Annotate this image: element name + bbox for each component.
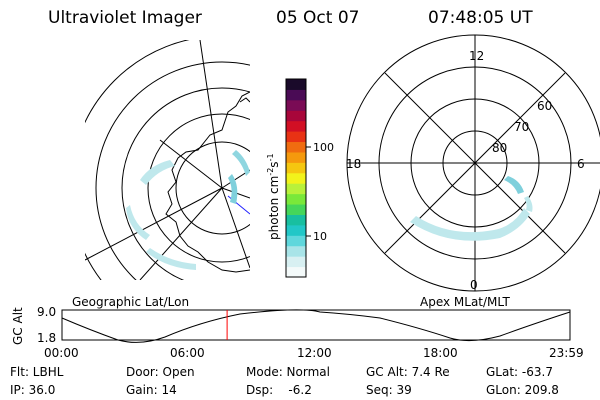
timeline-right-caption: Apex MLat/MLT [420,295,510,309]
colorbar-tick-label: 10 [313,230,327,243]
altitude-timeline: Geographic Lat/Lon Apex MLat/MLT 9.0 1.8… [11,295,584,360]
colorbar-cell [286,266,306,278]
filter-status: Flt: LBHL [10,365,64,379]
x-tick-0000: 00:00 [44,346,79,360]
ip-status: IP: 36.0 [10,383,56,397]
x-tick-0600: 06:00 [170,346,205,360]
colorbar-frame [285,78,307,278]
colorbar-cell [286,131,306,143]
colorbar-cell [286,183,306,195]
lat-circle [147,113,250,263]
colorbar-cell [286,204,306,215]
x-tick-1800: 18:00 [423,346,458,360]
coastline [239,97,250,103]
lat-label-70: 70 [514,120,529,134]
colorbar-cell [286,224,306,236]
gain-status: Gain: 14 [126,383,177,397]
x-tick-1200: 12:00 [297,346,332,360]
colorbar-tick-label: 100 [313,141,334,154]
coastline [165,91,250,273]
colorbar-cell [286,151,306,163]
meridian [85,187,223,261]
colorbar-cell [286,79,306,90]
door-status: Door: Open [126,365,195,379]
colorbar-cell [286,120,306,132]
observation-time: 07:48:05 UT [428,8,533,28]
glon-status: GLon: 209.8 [486,383,559,397]
colorbar-cell [286,245,306,257]
colorbar-cell [286,172,306,184]
y-low-label: 1.8 [37,331,56,345]
colorbar-unit-label: photon cm-2s-1 [266,153,281,240]
seq-status: Seq: 39 [366,383,412,397]
meridian [199,40,223,189]
observation-date: 05 Oct 07 [276,8,360,28]
lat-circle [175,141,250,235]
meridian [139,187,223,280]
mlt-label-right: 6 [577,157,585,171]
lat-label-60: 60 [537,99,552,113]
x-tick-2359: 23:59 [549,346,584,360]
mlt-labels: 12 0 18 6 80 70 60 [346,49,585,292]
auroral-oval [524,196,533,212]
mlt-label-bottom: 0 [470,278,478,292]
colorbar-cell [286,256,306,268]
colorbar-cell [286,99,306,111]
y-high-label: 9.0 [37,305,56,319]
meridian [159,139,223,189]
gc-alt-status: GC Alt: 7.4 Re [366,365,450,379]
colorbar-cell [286,89,306,101]
x-tick-labels: 00:00 06:00 12:00 18:00 23:59 [44,346,584,360]
meridian [221,187,250,269]
lat-label-80: 80 [492,141,507,155]
colorbar-cell [286,235,306,247]
mode-status: Mode: Normal [246,365,330,379]
auroral-emission [126,150,250,270]
colorbar-cell [286,214,306,226]
timeline-frame [61,309,571,341]
auroral-oval [504,176,524,194]
mlt-polar-plot [346,34,600,292]
auroral-oval [410,208,530,241]
colorbar: 100 10 photon cm-2s-1 [266,78,334,278]
colorbar-cell [286,162,306,174]
glat-status: GLat: -63.7 [486,365,553,379]
lat-circle [121,87,250,280]
altitude-curve [61,309,571,343]
instrument-title: Ultraviolet Imager [48,8,202,28]
colorbar-cell [286,141,306,153]
colorbar-cell [286,110,306,122]
y-axis-label: GC Alt [11,307,25,345]
mlt-label-top: 12 [469,49,484,63]
lat-circle [95,61,250,280]
geographic-map [85,40,250,280]
timeline-left-caption: Geographic Lat/Lon [72,295,189,309]
colorbar-cell [286,193,306,205]
mlt-label-left: 18 [346,157,361,171]
dsp-status: Dsp: -6.2 [246,383,312,397]
